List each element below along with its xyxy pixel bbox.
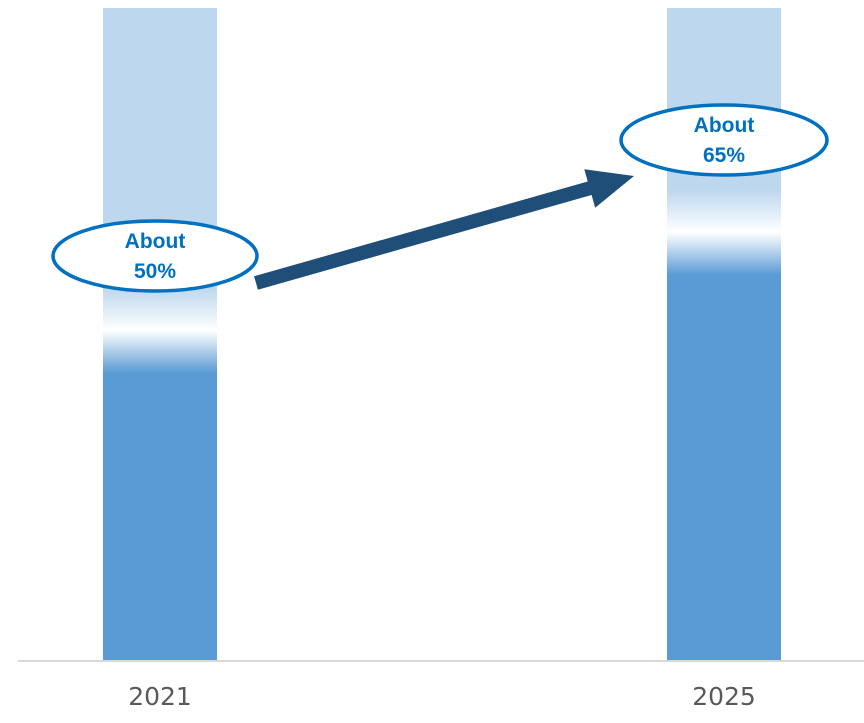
annotation-line1: About <box>125 230 186 253</box>
annotation-2025: About 65% <box>619 103 829 177</box>
annotation-line2: 65% <box>703 144 745 167</box>
x-tick-label-2021: 2021 <box>128 682 192 711</box>
x-tick-labels: 2021 2025 <box>128 682 756 711</box>
trend-arrow-head <box>584 169 634 208</box>
annotation-line1: About <box>694 114 755 137</box>
annotation-2021: About 50% <box>51 219 259 293</box>
trend-arrow-layer <box>254 169 634 290</box>
trend-arrow-shaft <box>254 180 596 290</box>
annotation-ellipse <box>51 219 259 293</box>
annotation-ellipse <box>619 103 829 177</box>
x-tick-label-2025: 2025 <box>692 682 756 711</box>
annotation-line2: 50% <box>134 260 176 283</box>
bars-layer <box>103 8 781 661</box>
bar-2021 <box>103 8 217 661</box>
annotations-layer: About 50% About 65% <box>51 103 829 293</box>
